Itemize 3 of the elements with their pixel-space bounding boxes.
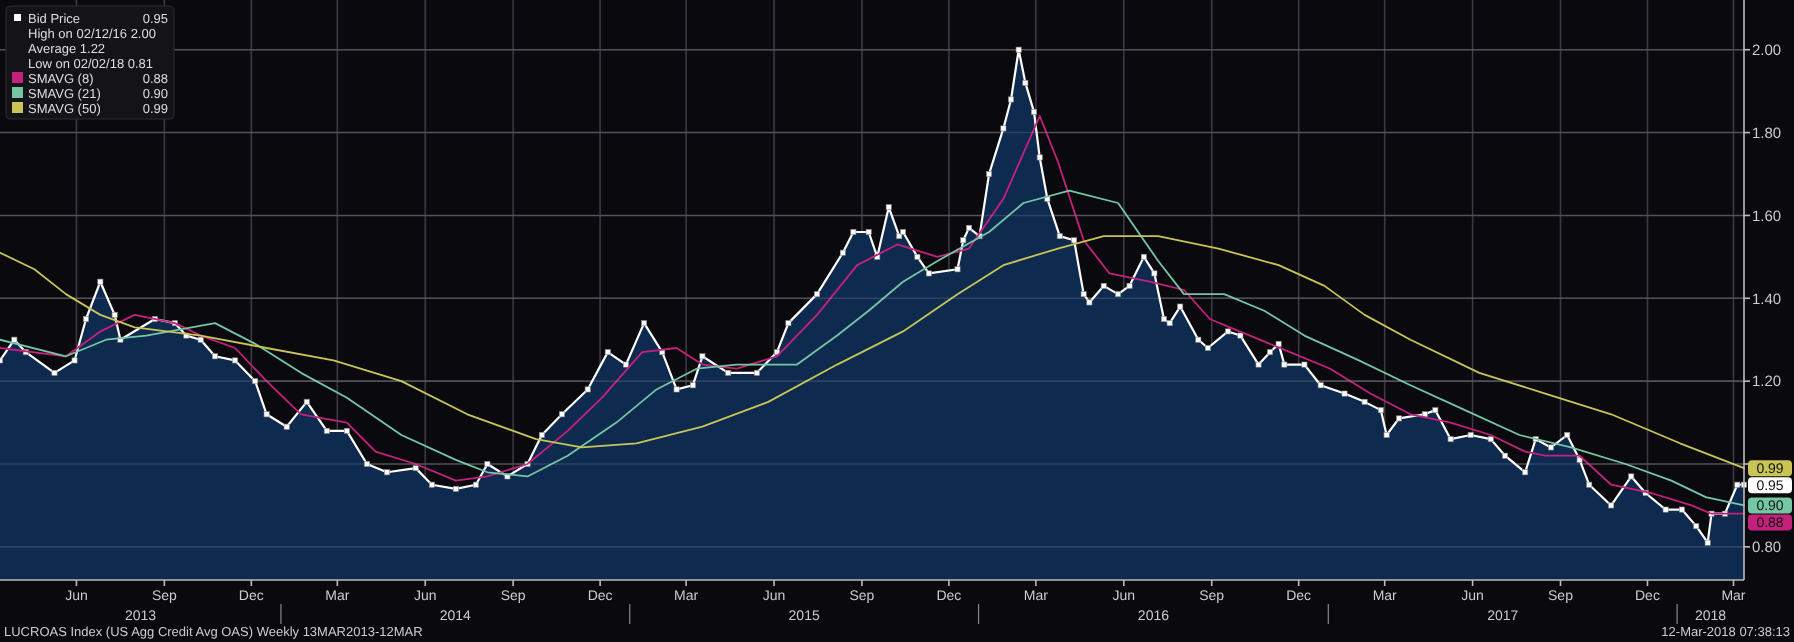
- line-series: [0, 115, 1745, 515]
- line-series: [0, 235, 1745, 470]
- line-series: [0, 189, 1745, 507]
